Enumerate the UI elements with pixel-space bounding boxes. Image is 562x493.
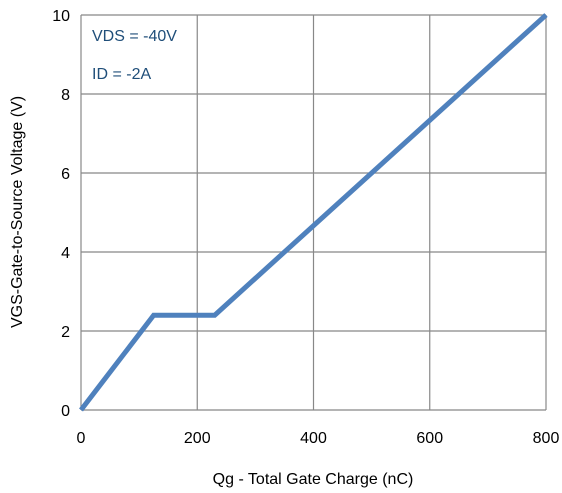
series-line [79, 13, 548, 412]
x-tick-label: 0 [77, 430, 86, 447]
x-axis-label: Qg - Total Gate Charge (nC) [213, 471, 414, 488]
annotation-label: ID = -2A [92, 66, 151, 83]
series-layer [79, 13, 548, 412]
y-tick-label: 2 [61, 324, 70, 341]
annotations: VDS = -40V ID = -2A [92, 28, 177, 83]
tick-labels: 0 200 400 600 800 0 2 4 6 8 10 [52, 8, 559, 447]
grid [80, 14, 547, 411]
y-tick-label: 8 [61, 87, 70, 104]
annotation-label: VDS = -40V [92, 28, 177, 45]
x-tick-label: 600 [416, 430, 443, 447]
x-tick-label: 800 [533, 430, 560, 447]
y-tick-label: 6 [61, 166, 70, 183]
y-tick-label: 10 [52, 8, 70, 25]
y-tick-label: 4 [61, 245, 70, 262]
y-tick-label: 0 [61, 403, 70, 420]
y-axis-label: VGS-Gate-to-Source Voltage (V) [9, 96, 26, 328]
x-tick-label: 400 [300, 430, 327, 447]
x-tick-label: 200 [184, 430, 211, 447]
